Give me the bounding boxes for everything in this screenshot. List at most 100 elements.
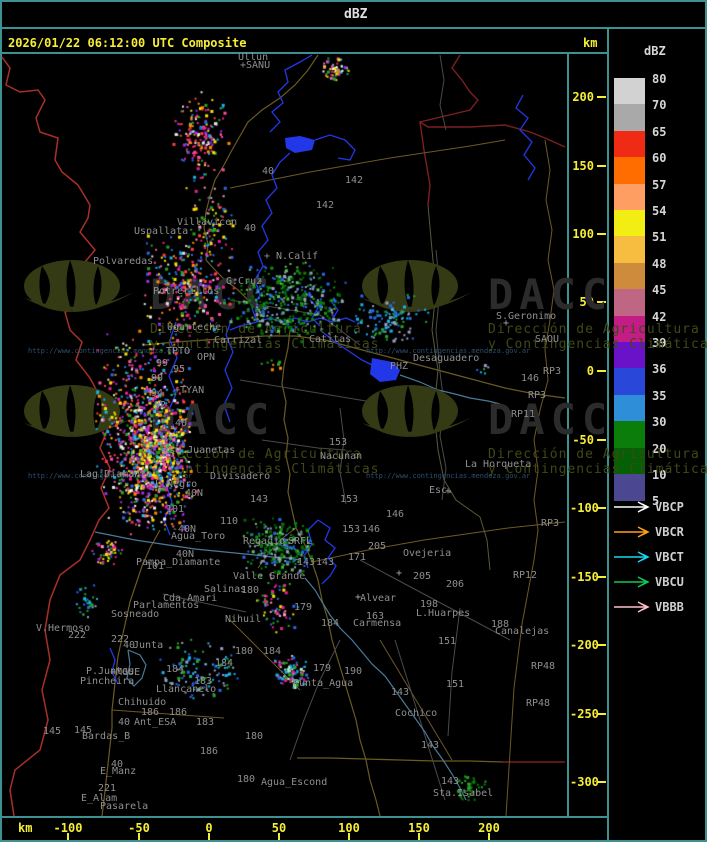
map-label: 143: [441, 776, 460, 787]
map-label: 40: [175, 418, 188, 429]
map-label: 101: [166, 504, 185, 515]
map-label: 184: [166, 664, 185, 675]
map-label: 151: [438, 636, 457, 647]
map-label: 198: [420, 599, 439, 610]
map-label: Polvaredas: [93, 256, 154, 267]
map-label: 186: [169, 707, 188, 718]
map-label: Carrizal: [214, 335, 263, 346]
map-label: PHZ: [390, 361, 409, 372]
map-label: 190: [344, 666, 363, 677]
map-label: 145: [43, 726, 62, 737]
map-label: 146: [521, 373, 540, 384]
map-label: 145: [74, 725, 93, 736]
map-label: Divisadero: [210, 471, 271, 482]
map-label: 205: [368, 541, 387, 552]
map-label: 205: [413, 571, 432, 582]
map-label: E_Alam: [81, 793, 118, 804]
map-label: +TYAN: [174, 385, 205, 396]
map-label: Pasarela: [100, 801, 149, 812]
station-plus-marker: +: [355, 592, 362, 603]
map-label: 40N: [176, 549, 195, 560]
map-label: 143: [250, 494, 269, 505]
station-plus-marker: +: [503, 318, 510, 329]
map-label: 183: [196, 717, 215, 728]
map-label: Esc.: [429, 485, 454, 496]
map-label: Agua_Escond: [261, 777, 328, 788]
map-label: 40: [123, 640, 136, 651]
map-label: 40: [244, 223, 257, 234]
map-label: Desaguadero: [413, 353, 480, 364]
map-label: Pampa_Diamante: [136, 557, 221, 568]
map-label: 222: [111, 634, 130, 645]
map-label: RP48: [531, 661, 556, 672]
map-label: La Horqueta: [465, 459, 532, 470]
map-label: 186: [141, 707, 160, 718]
map-label: Catitas: [309, 334, 352, 345]
map-label: 99: [156, 358, 169, 369]
map-label: S.Geronimo: [496, 311, 557, 322]
map-label: 151: [446, 679, 465, 690]
map-label: RP3: [541, 518, 560, 529]
map-label: 171: [348, 552, 367, 563]
map-label: Nihuil: [225, 614, 262, 625]
map-label: 142: [316, 200, 335, 211]
map-label: SRFL: [288, 536, 313, 547]
map-label: Valle Grande: [233, 571, 306, 582]
map-label: 143: [421, 740, 440, 751]
map-label: P.Juntas: [86, 666, 135, 677]
map-label: Canalejas: [495, 626, 550, 637]
map-label: Sta.Isabel: [433, 788, 494, 799]
map-label: 180: [241, 585, 260, 596]
map-label: Punta_Agua: [293, 678, 354, 689]
map-label: 40N: [185, 488, 204, 499]
map-label: L.Huarpes: [416, 608, 471, 619]
map-label: 180: [235, 646, 254, 657]
map-label: OPN: [197, 352, 216, 363]
map-label: +SANU: [240, 60, 271, 71]
map-label: 40: [262, 166, 275, 177]
map-label: 143: [297, 557, 316, 568]
map-label: 40: [118, 717, 131, 728]
map-label: 40: [111, 759, 124, 770]
map-label: TPTO: [166, 346, 191, 357]
map-label: Carmensa: [353, 618, 402, 629]
map-label: RP11: [511, 409, 536, 420]
map-label: 146: [386, 509, 405, 520]
map-label: Llancanelo: [156, 684, 217, 695]
map-label: 163: [366, 611, 385, 622]
map-label: 94: [151, 388, 164, 399]
map-label: 143: [391, 687, 410, 698]
map-label: 179: [294, 602, 313, 613]
map-label: Cda.Amari: [163, 593, 218, 604]
map-label: 183: [194, 676, 213, 687]
station-plus-marker: +: [396, 568, 403, 579]
map-label: 179: [313, 663, 332, 674]
map-label: 222: [68, 630, 87, 641]
map-label: 90: [151, 373, 164, 384]
map-label: 110: [220, 516, 239, 527]
map-label: Cochico: [395, 708, 438, 719]
map-label: V.Hermoso: [36, 623, 91, 634]
map-label: 180: [245, 731, 264, 742]
station-plus-marker: +: [445, 486, 452, 497]
map-label: Sosneado: [111, 609, 160, 620]
map-label: 153: [340, 494, 359, 505]
map-label: 184: [215, 658, 234, 669]
map-label: RP12: [513, 570, 538, 581]
map-label: Ovejeria: [403, 548, 452, 559]
map-label: Villavicen: [177, 217, 238, 228]
map-label: 143: [316, 557, 335, 568]
map-label: Alvear: [360, 593, 397, 604]
map-label: 186: [200, 746, 219, 757]
map-label: 101: [146, 561, 165, 572]
map-label: Pincheira: [80, 676, 135, 687]
map-label: 142: [345, 175, 364, 186]
map-label: Ant_ESA: [134, 717, 177, 728]
map-label: ase.Juanetas: [163, 445, 236, 456]
map-label: L.Negro: [155, 479, 198, 490]
map-label: RP3: [528, 390, 547, 401]
map-label: 221: [98, 783, 117, 794]
map-label: 153: [342, 524, 361, 535]
map-label: Ugarteche: [167, 322, 222, 333]
